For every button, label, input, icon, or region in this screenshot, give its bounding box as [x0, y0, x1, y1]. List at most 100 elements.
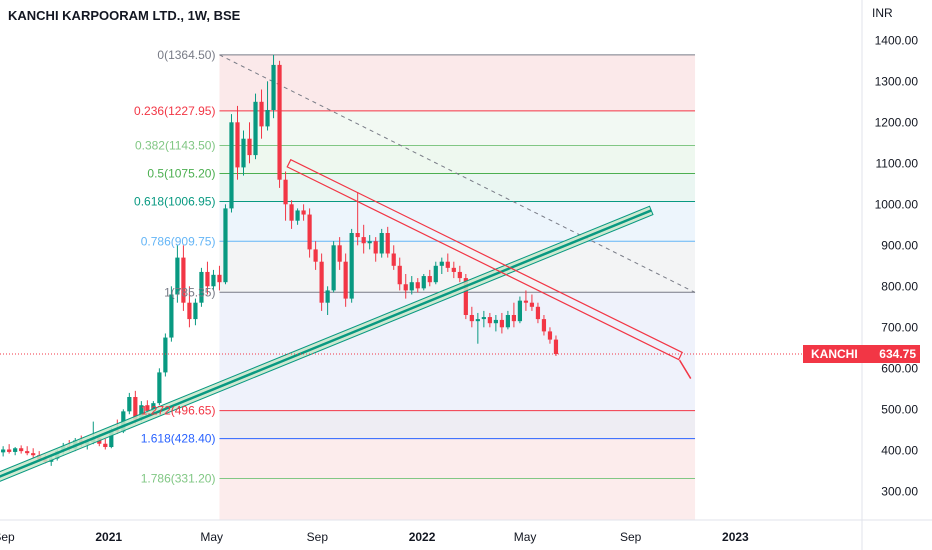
- candle: [169, 286, 174, 342]
- candle: [301, 204, 306, 221]
- candle-body: [547, 331, 553, 340]
- candle: [289, 200, 294, 229]
- price-tick-label: 400.00: [881, 443, 918, 457]
- candle-body: [181, 257, 186, 303]
- price-tick-label: 1000.00: [875, 197, 919, 211]
- candle-body: [493, 319, 498, 324]
- candle: [187, 286, 192, 328]
- candle-body: [13, 448, 18, 452]
- candle: [205, 261, 210, 295]
- candle-body: [367, 241, 372, 244]
- candle-body: [475, 319, 480, 322]
- candle-body: [295, 210, 300, 221]
- price-axis[interactable]: 300.00 400.00 500.00 600.00 700.00 800.00 900.…: [861, 0, 919, 550]
- candle-body: [325, 290, 330, 303]
- time-axis[interactable]: Sep 2021 May Sep 2022 May Sep 2023: [0, 519, 932, 544]
- candle: [427, 269, 432, 287]
- candle-body: [427, 276, 432, 283]
- candle: [103, 438, 108, 450]
- candle-body: [7, 449, 12, 452]
- time-tick-label: Sep: [307, 530, 329, 544]
- candle: [229, 114, 234, 213]
- candle-body: [499, 319, 504, 328]
- candle-body: [1, 449, 6, 453]
- candle: [307, 208, 312, 258]
- candle: [547, 327, 553, 344]
- candle-body: [229, 122, 234, 209]
- candle-body: [343, 261, 348, 299]
- price-tick-label: 1400.00: [875, 33, 919, 47]
- candle-body: [331, 245, 336, 291]
- candlestick-series: [1, 54, 559, 466]
- candle: [445, 253, 450, 272]
- candle-body: [535, 306, 541, 320]
- time-tick-label: Sep: [620, 530, 642, 544]
- price-tick-label: 700.00: [881, 320, 918, 334]
- time-tick-label: May: [514, 530, 537, 544]
- candle: [499, 312, 504, 334]
- candle: [157, 368, 162, 406]
- candle-body: [523, 300, 529, 303]
- candle: [163, 333, 168, 377]
- price-tick-label: 1100.00: [876, 156, 919, 170]
- candle-body: [283, 179, 288, 205]
- candle: [127, 392, 132, 415]
- candle-body: [397, 265, 402, 285]
- candle-body: [379, 233, 384, 254]
- price-tick-label: 900.00: [881, 238, 918, 252]
- channel-drawings[interactable]: [0, 158, 692, 483]
- candle-body: [211, 274, 216, 287]
- candle-body: [433, 265, 438, 283]
- candle: [283, 171, 288, 221]
- time-tick-label: May: [200, 530, 223, 544]
- candle-body: [457, 271, 462, 279]
- candle-body: [133, 397, 138, 420]
- candle: [511, 302, 517, 328]
- candle-body: [193, 302, 198, 320]
- candle: [193, 298, 198, 326]
- candle-body: [139, 405, 144, 420]
- candle: [385, 226, 390, 258]
- fib-zone: [219, 478, 696, 520]
- candle: [403, 274, 408, 299]
- currency-label: INR: [872, 6, 893, 20]
- candle: [13, 447, 18, 456]
- candle-body: [505, 315, 510, 328]
- price-tick-label: 300.00: [881, 484, 918, 498]
- candle: [535, 302, 541, 324]
- candle-body: [469, 315, 474, 322]
- fib-level-label: 0(1364.50): [157, 48, 215, 62]
- candle-body: [553, 339, 559, 355]
- candle: [481, 310, 486, 328]
- candle: [25, 446, 30, 456]
- candle-body: [421, 276, 426, 289]
- candle-body: [373, 241, 378, 254]
- candle: [391, 245, 396, 270]
- candle: [517, 296, 523, 324]
- candle-body: [403, 284, 408, 291]
- candle-body: [481, 317, 486, 320]
- candle-body: [439, 261, 444, 266]
- symbol-title[interactable]: KANCHI KARPOORAM LTD., 1W, BSE: [8, 8, 241, 23]
- candle-body: [253, 101, 258, 156]
- falling-channel: [286, 158, 684, 361]
- fib-level-label: 1(785.35): [164, 285, 215, 299]
- fib-zone: [219, 438, 696, 479]
- candle-body: [361, 237, 366, 244]
- fib-zone: [219, 110, 696, 146]
- candle-body: [127, 397, 132, 412]
- candle: [349, 228, 354, 303]
- candle: [529, 294, 535, 311]
- candle: [199, 267, 204, 307]
- candle-body: [415, 282, 420, 289]
- candle-body: [259, 101, 264, 127]
- candle-body: [109, 429, 114, 448]
- candle: [247, 122, 252, 164]
- candle-body: [307, 214, 312, 250]
- trend-drawings[interactable]: [219, 54, 696, 293]
- candle-body: [409, 282, 414, 291]
- candle: [325, 286, 330, 315]
- price-tick-label: 1300.00: [875, 74, 919, 88]
- candle-body: [445, 261, 450, 268]
